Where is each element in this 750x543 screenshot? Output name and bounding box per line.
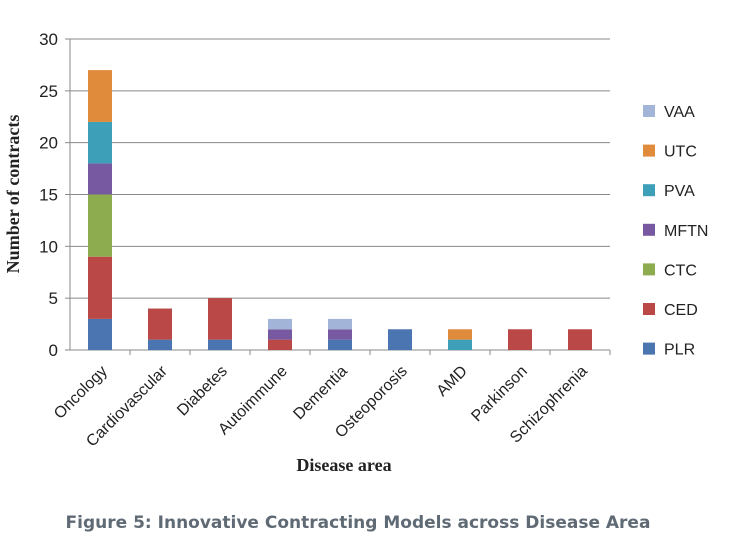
bar-segment-plr bbox=[88, 318, 112, 350]
y-tick-label: 0 bbox=[49, 341, 58, 360]
legend-label-plr: PLR bbox=[664, 342, 695, 359]
bar-segment-vaa bbox=[328, 318, 352, 330]
bar-segment-plr bbox=[388, 329, 412, 350]
bar-segment-ced bbox=[268, 339, 292, 350]
legend-swatch-vaa bbox=[643, 105, 655, 117]
bar-segment-ced bbox=[148, 308, 172, 340]
bar-segment-utc bbox=[88, 70, 112, 122]
figure-caption: Figure 5: Innovative Contracting Models … bbox=[66, 513, 651, 533]
bar-segment-pva bbox=[448, 339, 472, 350]
legend-swatch-mftn bbox=[643, 223, 655, 236]
legend-swatch-utc bbox=[643, 144, 655, 157]
bar-segment-utc bbox=[448, 329, 472, 340]
gridlines bbox=[70, 38, 610, 351]
legend: VAA UTC PVA MFTN CTC CED PLR bbox=[643, 104, 708, 359]
bar-segment-pva bbox=[88, 121, 112, 164]
legend-label-mftn: MFTN bbox=[664, 223, 708, 240]
y-tick-label: 5 bbox=[49, 289, 58, 308]
legend-label-vaa: VAA bbox=[664, 104, 695, 121]
bar-segment-plr bbox=[148, 339, 172, 350]
legend-label-ctc: CTC bbox=[664, 262, 697, 279]
y-tick-label: 25 bbox=[39, 82, 58, 101]
bar-segment-plr bbox=[328, 339, 352, 350]
legend-label-pva: PVA bbox=[664, 183, 695, 200]
legend-label-ced: CED bbox=[664, 302, 698, 319]
legend-swatch-pva bbox=[643, 184, 655, 197]
x-tick-label: Oncology bbox=[51, 363, 111, 423]
bar-segment-plr bbox=[208, 339, 232, 350]
x-tick-label: Diabetes bbox=[174, 363, 231, 420]
legend-swatch-plr bbox=[643, 342, 655, 355]
bar-segment-mftn bbox=[88, 163, 112, 195]
bar-segment-mftn bbox=[328, 329, 352, 340]
bar-segment-ctc bbox=[88, 194, 112, 257]
x-tick-label: AMD bbox=[434, 363, 471, 400]
y-tick-label: 20 bbox=[39, 134, 58, 153]
legend-swatch-ctc bbox=[643, 263, 655, 276]
bar-segment-ced bbox=[208, 298, 232, 340]
bar-segment-ced bbox=[568, 329, 592, 350]
bar-segment-ced bbox=[508, 329, 532, 350]
y-tick-label: 10 bbox=[39, 237, 58, 256]
legend-label-utc: UTC bbox=[664, 144, 697, 161]
bar-segment-mftn bbox=[268, 329, 292, 340]
legend-swatch-ced bbox=[643, 303, 655, 315]
y-tick-label: 15 bbox=[39, 186, 58, 205]
bar-segment-vaa bbox=[268, 318, 292, 330]
x-tick-label: Parkinson bbox=[468, 363, 530, 425]
x-tick-label: Dementia bbox=[290, 363, 351, 424]
x-axis-title: Disease area bbox=[296, 455, 391, 475]
bar-segment-ced bbox=[88, 256, 112, 319]
y-tick-label: 30 bbox=[39, 30, 58, 49]
bars bbox=[88, 70, 592, 350]
y-axis-title: Number of contracts bbox=[3, 115, 23, 274]
